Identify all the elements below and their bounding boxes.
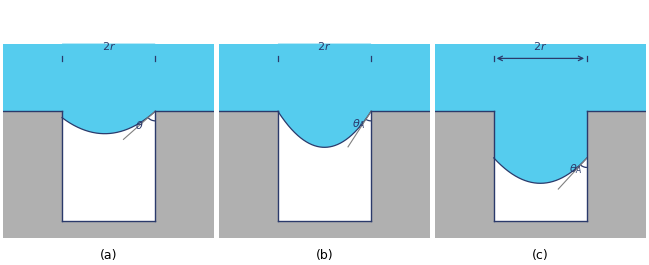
Text: $2r$: $2r$ [317,40,332,52]
Text: $\theta_A$: $\theta_A$ [352,118,366,131]
Text: $2r$: $2r$ [101,40,116,52]
Text: $2r$: $2r$ [533,40,548,52]
Polygon shape [435,111,646,238]
Polygon shape [494,158,587,183]
Polygon shape [278,111,371,222]
Polygon shape [62,43,155,134]
Text: (c): (c) [532,249,549,262]
Polygon shape [494,111,587,158]
Text: (b): (b) [315,249,334,262]
Polygon shape [219,111,430,238]
Text: $\theta$: $\theta$ [135,119,143,131]
Text: (a): (a) [100,249,117,262]
Polygon shape [494,111,587,222]
Polygon shape [435,43,646,111]
Polygon shape [62,111,155,222]
Polygon shape [3,43,214,111]
Polygon shape [278,43,371,147]
Polygon shape [219,43,430,111]
Polygon shape [3,111,214,238]
Text: $\theta_A$: $\theta_A$ [569,162,582,176]
